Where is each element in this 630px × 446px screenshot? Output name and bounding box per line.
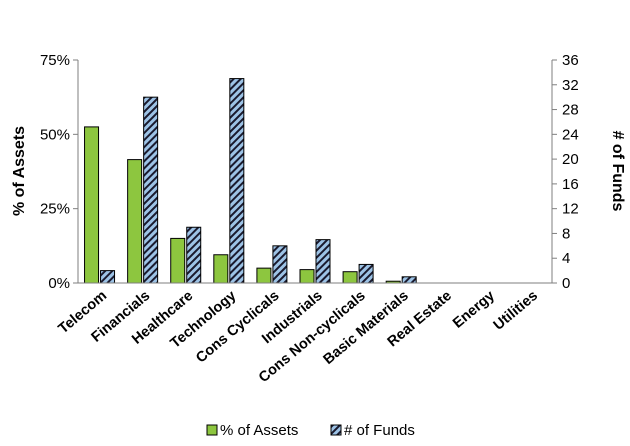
legend: % of Assets # of Funds (206, 422, 415, 439)
y2-tick-label: 4 (562, 250, 570, 267)
y2-tick-label: 32 (562, 77, 579, 94)
y2-tick-label: 12 (562, 201, 579, 218)
bars (84, 78, 417, 284)
bar-funds (401, 276, 417, 284)
bar-assets (299, 269, 315, 284)
bar-funds (100, 270, 116, 284)
legend-label-funds: # of Funds (344, 422, 415, 439)
legend-swatch-assets (206, 424, 218, 436)
y2-tick-label: 16 (562, 176, 579, 193)
y2-tick-label: 28 (562, 102, 579, 119)
bar-assets (256, 267, 272, 284)
legend-label-assets: % of Assets (220, 422, 298, 439)
y2-tick-label: 20 (562, 151, 579, 168)
bar-assets (127, 159, 143, 284)
y-tick-label: 0% (48, 275, 70, 292)
category-labels: TelecomFinancialsHealthcareTechnologyCon… (56, 288, 541, 386)
bar-assets (84, 126, 100, 284)
y-tick-label: 25% (40, 201, 70, 218)
y2-axis-title: # of Funds (609, 131, 626, 212)
bar-assets (170, 237, 186, 284)
y-axis-ticks: 0% 25% 50% 75% (40, 52, 78, 292)
y-tick-label: 75% (40, 52, 70, 69)
category-label: Utilities (491, 288, 541, 334)
bar-funds (143, 96, 159, 284)
bar-funds (358, 263, 374, 284)
bar-funds (229, 78, 245, 284)
y-axis-title: % of Assets (11, 126, 28, 216)
bar-assets (342, 271, 358, 284)
bar-assets (213, 254, 229, 284)
y2-tick-label: 0 (562, 275, 570, 292)
y2-tick-label: 24 (562, 126, 579, 143)
bar-funds (186, 226, 202, 284)
y2-axis-ticks: 0 4 8 12 16 20 24 28 32 36 (552, 52, 579, 292)
y2-tick-label: 8 (562, 225, 570, 242)
y2-tick-label: 36 (562, 52, 579, 69)
legend-swatch-funds (330, 424, 342, 436)
category-label: Energy (450, 288, 498, 332)
y-tick-label: 50% (40, 126, 70, 143)
bar-funds (272, 245, 288, 284)
bar-funds (315, 239, 331, 284)
